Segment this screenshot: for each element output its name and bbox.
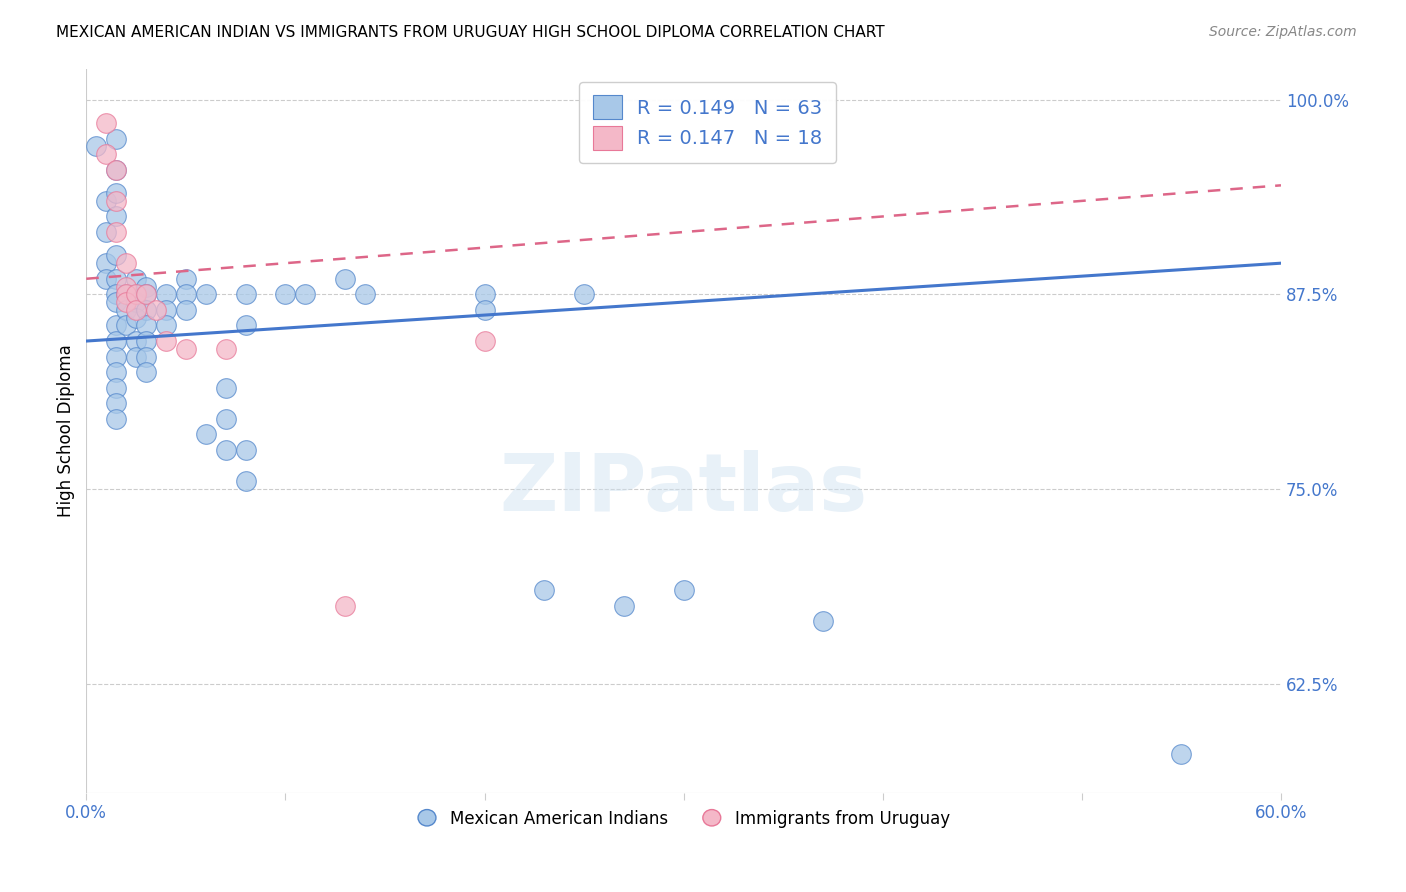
Point	[235, 318, 257, 333]
Point	[96, 225, 118, 239]
Point	[105, 412, 128, 426]
Point	[115, 287, 138, 301]
Point	[125, 310, 148, 325]
Point	[174, 272, 197, 286]
Text: MEXICAN AMERICAN INDIAN VS IMMIGRANTS FROM URUGUAY HIGH SCHOOL DIPLOMA CORRELATI: MEXICAN AMERICAN INDIAN VS IMMIGRANTS FR…	[56, 25, 884, 40]
Point	[125, 287, 148, 301]
Point	[215, 443, 238, 458]
Point	[115, 302, 138, 317]
Point	[105, 318, 128, 333]
Point	[125, 302, 148, 317]
Point	[333, 599, 356, 613]
Point	[135, 365, 157, 379]
Point	[105, 334, 128, 348]
Point	[125, 350, 148, 364]
Point	[155, 287, 177, 301]
Point	[96, 147, 118, 161]
Point	[155, 302, 177, 317]
Point	[1170, 747, 1192, 761]
Point	[533, 583, 555, 598]
Point	[125, 295, 148, 310]
Point	[105, 225, 128, 239]
Point	[105, 162, 128, 177]
Point	[215, 342, 238, 356]
Text: ZIPatlas: ZIPatlas	[499, 450, 868, 527]
Point	[115, 279, 138, 293]
Point	[811, 615, 834, 629]
Point	[135, 302, 157, 317]
Point	[135, 350, 157, 364]
Point	[105, 287, 128, 301]
Point	[235, 443, 257, 458]
Point	[215, 381, 238, 395]
Point	[105, 381, 128, 395]
Point	[96, 256, 118, 270]
Point	[105, 365, 128, 379]
Point	[135, 279, 157, 293]
Point	[115, 287, 138, 301]
Point	[354, 287, 377, 301]
Point	[125, 272, 148, 286]
Point	[294, 287, 316, 301]
Point	[135, 287, 157, 301]
Point	[194, 427, 217, 442]
Legend: Mexican American Indians, Immigrants from Uruguay: Mexican American Indians, Immigrants fro…	[411, 804, 957, 835]
Point	[672, 583, 695, 598]
Point	[613, 599, 636, 613]
Y-axis label: High School Diploma: High School Diploma	[58, 344, 75, 517]
Point	[96, 272, 118, 286]
Point	[84, 139, 107, 153]
Point	[474, 334, 496, 348]
Point	[235, 474, 257, 488]
Point	[105, 186, 128, 200]
Point	[135, 287, 157, 301]
Point	[115, 256, 138, 270]
Point	[115, 295, 138, 310]
Text: Source: ZipAtlas.com: Source: ZipAtlas.com	[1209, 25, 1357, 39]
Point	[105, 131, 128, 145]
Point	[474, 287, 496, 301]
Point	[105, 295, 128, 310]
Point	[333, 272, 356, 286]
Point	[145, 302, 167, 317]
Point	[105, 248, 128, 262]
Point	[155, 334, 177, 348]
Point	[105, 272, 128, 286]
Point	[105, 396, 128, 410]
Point	[174, 302, 197, 317]
Point	[174, 342, 197, 356]
Point	[96, 116, 118, 130]
Point	[115, 318, 138, 333]
Point	[274, 287, 297, 301]
Point	[474, 302, 496, 317]
Point	[105, 162, 128, 177]
Point	[125, 287, 148, 301]
Point	[105, 194, 128, 208]
Point	[135, 334, 157, 348]
Point	[125, 334, 148, 348]
Point	[105, 210, 128, 224]
Point	[572, 287, 595, 301]
Point	[135, 318, 157, 333]
Point	[96, 194, 118, 208]
Point	[155, 318, 177, 333]
Point	[215, 412, 238, 426]
Point	[194, 287, 217, 301]
Point	[174, 287, 197, 301]
Point	[105, 350, 128, 364]
Point	[235, 287, 257, 301]
